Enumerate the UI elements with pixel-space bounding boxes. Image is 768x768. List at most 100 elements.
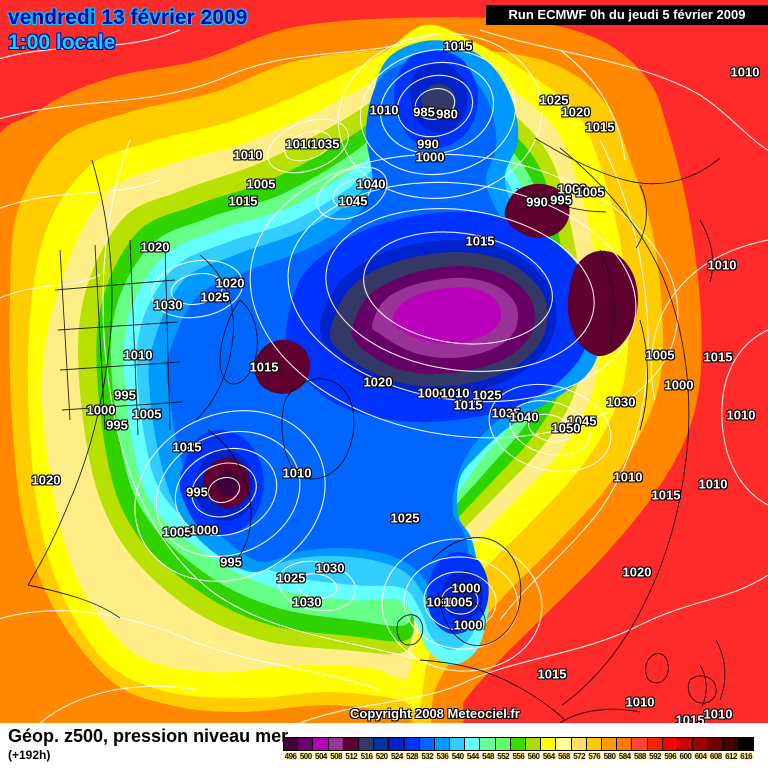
legend-step: 532	[419, 737, 435, 761]
isobar-ring	[296, 573, 338, 599]
weather-map	[0, 17, 768, 723]
pressure-label: 1010	[613, 469, 643, 485]
coastline	[396, 614, 424, 646]
legend-color-swatch	[738, 737, 754, 751]
legend-color-swatch	[526, 737, 542, 751]
pressure-label: 1010	[707, 257, 737, 273]
isobar-line	[102, 139, 421, 661]
pressure-label: 1000	[189, 522, 219, 538]
legend-value: 600	[679, 752, 692, 761]
coastline	[559, 147, 690, 706]
isobar-ring	[363, 231, 553, 345]
legend-step: 520	[374, 737, 390, 761]
legend-color-swatch	[358, 737, 375, 751]
isobar-ring	[509, 400, 591, 456]
legend-step: 552	[495, 737, 511, 761]
coastline	[27, 584, 121, 619]
coastline	[515, 187, 607, 213]
isobar-ring	[527, 413, 573, 443]
coastline	[715, 639, 726, 701]
coastline	[59, 239, 171, 436]
legend-value: 504	[315, 752, 327, 761]
coastline	[431, 537, 522, 646]
pressure-label: 985	[413, 104, 435, 120]
pressure-label: 1010	[282, 465, 312, 481]
legend-color-swatch	[495, 737, 511, 751]
pressure-label: 995	[550, 192, 572, 208]
pressure-label: 1040	[356, 176, 386, 192]
coastline	[419, 659, 566, 721]
legend-step: 592	[647, 737, 663, 761]
legend-step: 524	[389, 737, 405, 761]
legend-step: 500	[298, 737, 314, 761]
pressure-label: 1025	[200, 289, 230, 305]
isobar-ring	[337, 33, 543, 199]
isobar-ring	[325, 208, 595, 372]
pressure-label: 1010	[123, 347, 153, 363]
legend-value: 520	[375, 752, 388, 761]
pressure-label: 1050	[551, 420, 581, 436]
pressure-label: 1040	[509, 409, 539, 425]
legend-value: 568	[558, 752, 570, 761]
legend-color-swatch	[283, 737, 299, 751]
pressure-label: 1000	[451, 580, 481, 596]
legend-value: 592	[649, 752, 662, 761]
pressure-label: 1025	[276, 570, 306, 586]
legend-value: 580	[603, 752, 616, 761]
isobar-line	[479, 29, 768, 151]
legend-value: 564	[542, 752, 555, 761]
isobar-ring	[488, 383, 612, 473]
isobar-ring	[423, 571, 497, 631]
isobar-ring	[381, 538, 543, 672]
pressure-label: 1005	[162, 524, 192, 540]
isobar-ring	[414, 88, 456, 120]
isobar-contours-layer	[0, 29, 768, 723]
legend-step: 588	[632, 737, 648, 761]
isobar-line	[0, 34, 431, 120]
legend-step: 516	[358, 737, 375, 761]
legend-value: 552	[497, 752, 510, 761]
pressure-label: 1015	[703, 349, 733, 365]
legend-color-swatch	[450, 737, 466, 751]
z500-region	[215, 471, 240, 497]
legend-value: 528	[406, 752, 419, 761]
isobar-ring	[396, 74, 474, 138]
legend-color-swatch	[480, 737, 496, 751]
pressure-label: 1015	[651, 487, 681, 503]
isobar-line	[559, 49, 626, 161]
valid-time-label: 1:00 locale	[8, 31, 116, 54]
pressure-label: 1030	[315, 560, 345, 576]
pressure-label: 1025	[472, 387, 502, 403]
pressure-label: 990	[526, 194, 548, 210]
legend-color-swatch	[343, 737, 359, 751]
legend-step: 556	[510, 737, 526, 761]
legend-step: 604	[693, 737, 709, 761]
map-title: Géop. z500, pression niveau mer	[8, 726, 289, 746]
isobar-ring	[191, 462, 257, 518]
legend-value: 536	[436, 752, 449, 761]
isobar-ring	[287, 181, 637, 403]
pressure-label: 1015	[228, 193, 258, 209]
legend-step: 612	[723, 737, 739, 761]
pressure-label: 1030	[292, 594, 322, 610]
legend-step: 584	[617, 737, 633, 761]
legend-value: 608	[709, 752, 722, 761]
pressure-label: 1035	[310, 136, 340, 152]
pressure-label: 1000	[86, 402, 116, 418]
pressure-label: 1020	[561, 104, 591, 120]
legend-color-swatch	[389, 737, 405, 751]
legend-value: 524	[390, 752, 403, 761]
pressure-label: 980	[436, 106, 458, 122]
legend-value: 588	[633, 752, 646, 761]
z500-region	[391, 287, 502, 345]
legend-step: 576	[586, 737, 602, 761]
pressure-label: 1015	[453, 397, 483, 413]
legend-value: 496	[284, 752, 297, 761]
legend-color-swatch	[465, 737, 481, 751]
isobar-line	[721, 329, 768, 506]
legend-color-swatch	[617, 737, 633, 751]
pressure-label: 995	[186, 484, 208, 500]
legend-value: 584	[618, 752, 631, 761]
isobar-ring	[441, 585, 479, 615]
legend-step: 560	[526, 737, 542, 761]
